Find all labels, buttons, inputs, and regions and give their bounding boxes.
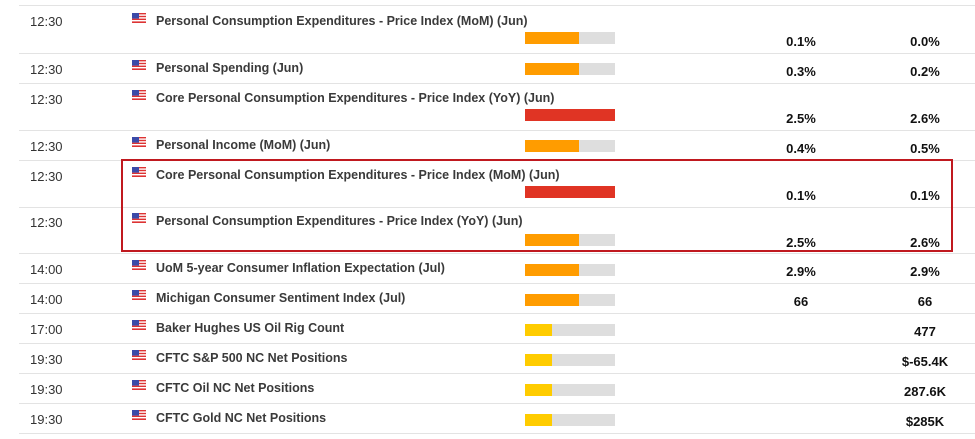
event-name[interactable]: CFTC Oil NC Net Positions — [156, 381, 315, 395]
event-name[interactable]: Personal Spending (Jun) — [156, 61, 304, 75]
us-flag-icon — [132, 410, 146, 420]
forecast-value: 66 — [917, 294, 933, 309]
actual-value: 2.5% — [786, 111, 816, 126]
impact-meter — [525, 354, 615, 366]
forecast-value: 2.6% — [910, 235, 940, 250]
event-name[interactable]: Personal Income (MoM) (Jun) — [156, 138, 331, 152]
event-name[interactable]: Core Personal Consumption Expenditures -… — [156, 91, 555, 105]
event-row[interactable]: 12:30 Personal Income (MoM) (Jun) 0.4% 0… — [19, 130, 975, 160]
impact-meter — [525, 264, 615, 276]
event-row[interactable]: 14:00 UoM 5-year Consumer Inflation Expe… — [19, 253, 975, 283]
impact-meter — [525, 140, 615, 152]
forecast-value: 0.5% — [910, 141, 940, 156]
forecast-value: $285K — [905, 414, 945, 429]
event-name[interactable]: Core Personal Consumption Expenditures -… — [156, 168, 560, 182]
event-name[interactable]: Michigan Consumer Sentiment Index (Jul) — [156, 291, 406, 305]
forecast-value: 2.6% — [910, 111, 940, 126]
impact-meter — [525, 234, 615, 246]
event-name[interactable]: Personal Consumption Expenditures - Pric… — [156, 214, 523, 228]
event-time: 19:30 — [30, 382, 63, 397]
forecast-value: 477 — [914, 324, 936, 339]
event-row[interactable]: 19:30 CFTC Oil NC Net Positions 287.6K — [19, 373, 975, 403]
event-row[interactable]: 17:00 Baker Hughes US Oil Rig Count 477 — [19, 313, 975, 343]
us-flag-icon — [132, 350, 146, 360]
us-flag-icon — [132, 13, 146, 23]
us-flag-icon — [132, 90, 146, 100]
impact-meter — [525, 32, 615, 44]
us-flag-icon — [132, 320, 146, 330]
us-flag-icon — [132, 167, 146, 177]
event-time: 14:00 — [30, 292, 63, 307]
event-row[interactable]: 12:30 Core Personal Consumption Expendit… — [19, 83, 975, 130]
forecast-value: 0.1% — [910, 188, 940, 203]
event-name[interactable]: CFTC S&P 500 NC Net Positions — [156, 351, 348, 365]
event-row-highlighted[interactable]: 12:30 Core Personal Consumption Expendit… — [19, 160, 975, 207]
event-row-highlighted[interactable]: 12:30 Personal Consumption Expenditures … — [19, 207, 975, 253]
actual-value: 2.9% — [786, 264, 816, 279]
actual-value: 0.1% — [786, 34, 816, 49]
forecast-value: 0.2% — [910, 64, 940, 79]
event-name[interactable]: Personal Consumption Expenditures - Pric… — [156, 14, 528, 28]
impact-meter — [525, 294, 615, 306]
us-flag-icon — [132, 60, 146, 70]
impact-meter — [525, 63, 615, 75]
event-time: 12:30 — [30, 92, 63, 107]
impact-meter — [525, 186, 615, 198]
event-row[interactable]: 12:30 Personal Spending (Jun) 0.3% 0.2% — [19, 53, 975, 83]
actual-value: 0.3% — [786, 64, 816, 79]
impact-meter — [525, 109, 615, 121]
event-time: 12:30 — [30, 215, 63, 230]
forecast-value: 0.0% — [910, 34, 940, 49]
event-time: 19:30 — [30, 352, 63, 367]
event-row[interactable]: 12:30 Personal Consumption Expenditures … — [19, 5, 975, 53]
actual-value: 0.1% — [786, 188, 816, 203]
event-name[interactable]: CFTC Gold NC Net Positions — [156, 411, 327, 425]
us-flag-icon — [132, 260, 146, 270]
forecast-value: $-65.4K — [901, 354, 949, 369]
forecast-value: 287.6K — [904, 384, 946, 399]
event-time: 12:30 — [30, 14, 63, 29]
event-row[interactable]: 14:00 Michigan Consumer Sentiment Index … — [19, 283, 975, 313]
event-row[interactable]: 19:30 CFTC Gold NC Net Positions $285K — [19, 403, 975, 434]
event-time: 14:00 — [30, 262, 63, 277]
event-time: 12:30 — [30, 62, 63, 77]
us-flag-icon — [132, 290, 146, 300]
impact-meter — [525, 414, 615, 426]
impact-meter — [525, 324, 615, 336]
event-time: 19:30 — [30, 412, 63, 427]
event-name[interactable]: UoM 5-year Consumer Inflation Expectatio… — [156, 261, 445, 275]
event-time: 17:00 — [30, 322, 63, 337]
event-row[interactable]: 19:30 CFTC S&P 500 NC Net Positions $-65… — [19, 343, 975, 373]
event-time: 12:30 — [30, 139, 63, 154]
us-flag-icon — [132, 137, 146, 147]
event-time: 12:30 — [30, 169, 63, 184]
us-flag-icon — [132, 213, 146, 223]
actual-value: 2.5% — [786, 235, 816, 250]
actual-value: 0.4% — [786, 141, 816, 156]
forecast-value: 2.9% — [910, 264, 940, 279]
us-flag-icon — [132, 380, 146, 390]
impact-meter — [525, 384, 615, 396]
event-name[interactable]: Baker Hughes US Oil Rig Count — [156, 321, 345, 335]
actual-value: 66 — [793, 294, 809, 309]
